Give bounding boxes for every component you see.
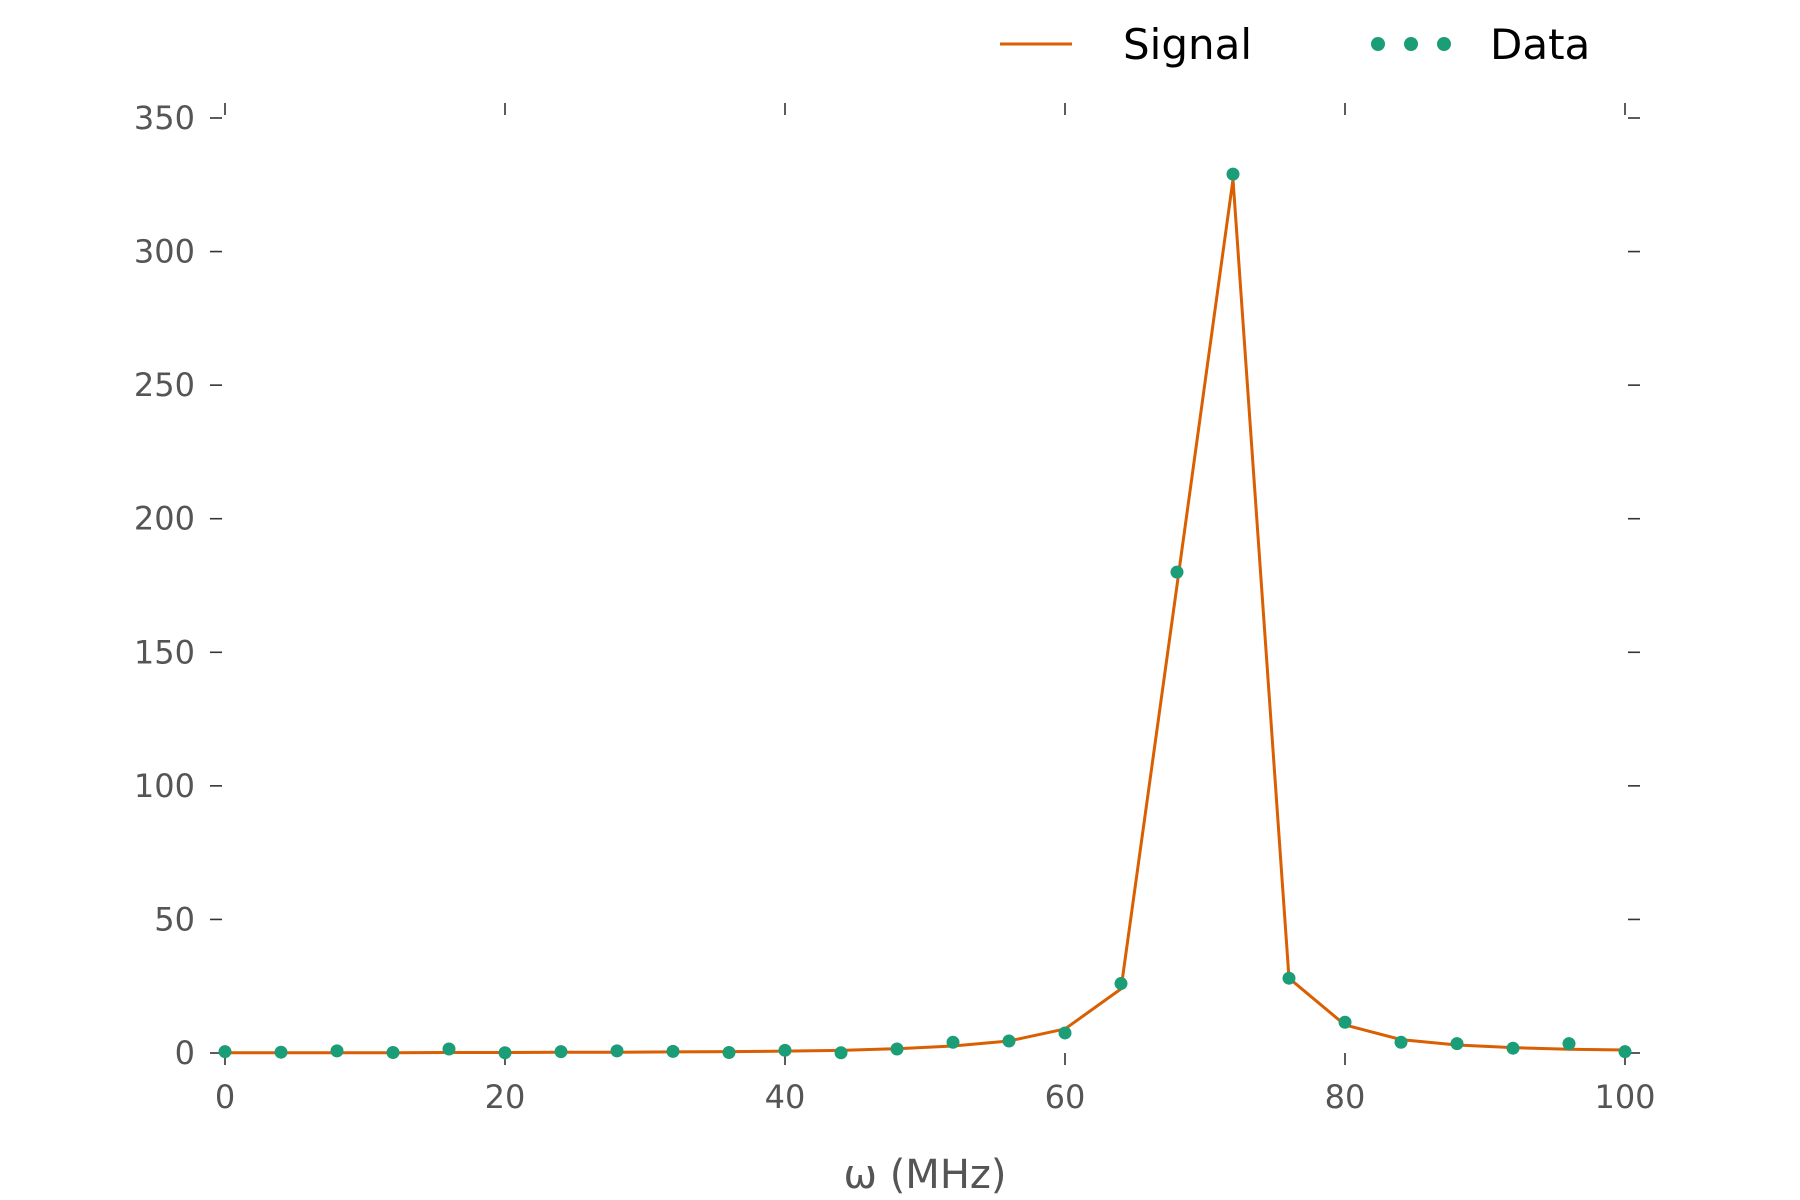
plot-series — [218, 167, 1632, 1060]
y-tick-label: 150 — [134, 633, 195, 671]
legend-data-swatch — [1371, 37, 1451, 51]
data-point — [610, 1044, 624, 1058]
y-tick-label: 0 — [175, 1034, 195, 1072]
data-point — [1450, 1037, 1464, 1051]
data-point — [498, 1046, 512, 1060]
data-point — [946, 1035, 960, 1049]
data-point — [1562, 1037, 1576, 1051]
data-point — [1058, 1026, 1072, 1040]
data-point — [386, 1045, 400, 1059]
data-point — [834, 1046, 848, 1060]
x-tick-label: 40 — [765, 1078, 806, 1116]
data-point — [1394, 1035, 1408, 1049]
data-point — [1618, 1045, 1632, 1059]
data-point — [554, 1045, 568, 1059]
x-tick-label: 20 — [485, 1078, 526, 1116]
legend-data-dot — [1371, 37, 1385, 51]
series-line-signal — [225, 177, 1626, 1055]
x-tick-label: 100 — [1594, 1078, 1655, 1116]
legend-data-dot — [1404, 37, 1418, 51]
legend-data-dot — [1437, 37, 1451, 51]
data-point — [666, 1044, 680, 1058]
data-point — [1282, 971, 1296, 985]
axes: 0 20 40 60 80 100 0 50 100 150 200 250 300 350 — [134, 99, 1656, 1116]
data-point — [722, 1045, 736, 1059]
data-point — [890, 1042, 904, 1056]
data-point — [778, 1043, 792, 1057]
x-tick-label: 80 — [1325, 1078, 1366, 1116]
data-point — [274, 1045, 288, 1059]
data-point — [1002, 1034, 1016, 1048]
legend-data-label: Data — [1490, 20, 1590, 69]
x-tick-label: 0 — [215, 1078, 235, 1116]
data-point — [1338, 1015, 1352, 1029]
y-tick-label: 300 — [134, 233, 195, 271]
data-point — [1170, 565, 1184, 579]
data-point — [442, 1042, 456, 1056]
y-tick-label: 200 — [134, 500, 195, 538]
data-point — [330, 1044, 344, 1058]
y-tick-label: 250 — [134, 366, 195, 404]
y-tick-label: 50 — [154, 900, 195, 938]
y-tick-label: 100 — [134, 767, 195, 805]
data-point — [218, 1045, 232, 1059]
x-tick-label: 60 — [1045, 1078, 1086, 1116]
data-point — [1506, 1041, 1520, 1055]
y-tick-label: 350 — [134, 99, 195, 137]
legend-signal-label: Signal — [1123, 20, 1252, 69]
data-point — [1226, 167, 1240, 181]
data-point — [1114, 977, 1128, 991]
legend: Signal Data — [1000, 20, 1590, 69]
x-axis-label: ω (MHz) — [843, 1152, 1006, 1198]
